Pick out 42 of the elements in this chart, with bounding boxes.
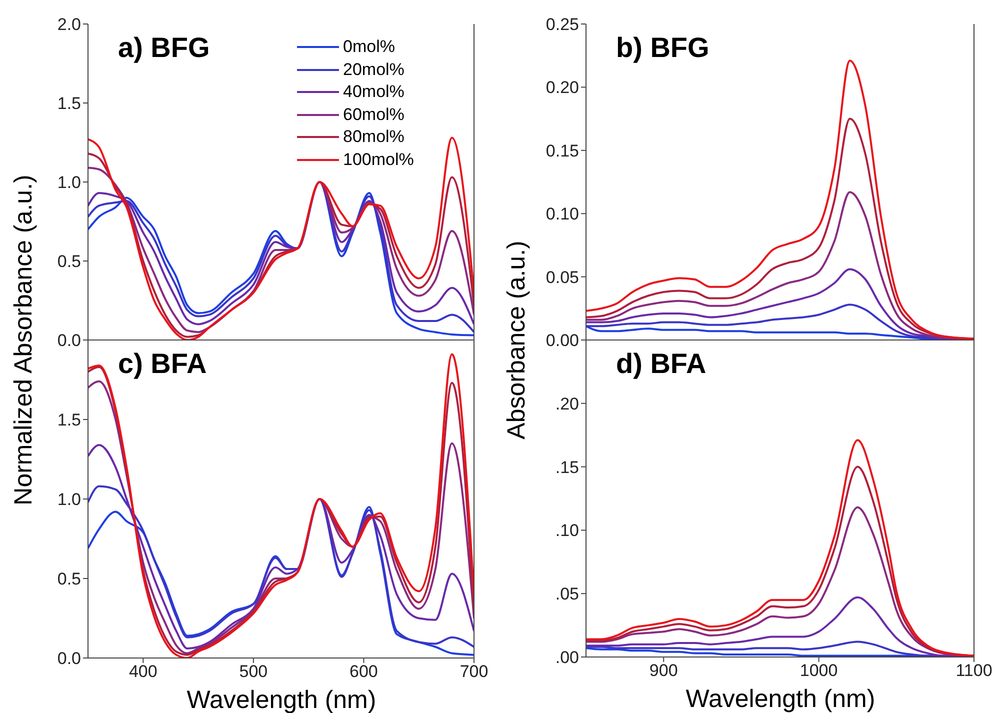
y-tick-label: 0.5 (57, 570, 81, 589)
y-tick-label: 0.00 (546, 331, 579, 350)
x-tick-label: 700 (460, 662, 488, 682)
y-tick-label: 0.0 (57, 331, 81, 350)
legend-label: 60mol% (343, 104, 404, 125)
y-tick-label: .00 (555, 648, 579, 668)
y-tick-label: 1.5 (57, 94, 81, 114)
x-tick-label: 400 (128, 662, 158, 682)
y-tick-label: .20 (555, 394, 579, 414)
x-tick-label: 500 (239, 662, 268, 682)
legend-label: 40mol% (343, 82, 404, 102)
x-tick-label: 900 (649, 661, 678, 680)
y-tick-label: 0.05 (546, 268, 579, 287)
x-axis-title: Wavelength (nm) (186, 686, 376, 713)
legend-label: 20mol% (343, 60, 404, 80)
x-tick-label: 1100 (956, 661, 992, 680)
y-tick-label: 0.0 (57, 649, 81, 668)
y-tick-label: .15 (555, 458, 579, 477)
y-axis-title: Absorbance (a.u.) (502, 240, 532, 440)
y-tick-label: 0.15 (546, 141, 579, 160)
y-tick-label: 0.25 (546, 15, 579, 34)
chart-title: b) BFG (616, 32, 710, 64)
y-tick-label: .05 (555, 584, 579, 604)
line-series (88, 444, 474, 650)
legend-label: 80mol% (343, 127, 404, 148)
y-tick-label: 0.5 (57, 252, 81, 272)
chart-title: d) BFA (616, 348, 706, 380)
y-axis-title: Normalized Absorbance (a.u.) (10, 174, 38, 506)
legend-label: 100mol% (343, 150, 414, 170)
chart-title: a) BFG (118, 32, 210, 64)
y-tick-label: .10 (555, 521, 579, 540)
y-tick-label: 1.5 (57, 410, 81, 430)
y-tick-label: 1.0 (57, 490, 81, 510)
chart-title: c) BFA (118, 348, 207, 380)
y-tick-label: 0.10 (546, 204, 579, 224)
legend-label: 0mol% (343, 37, 395, 58)
x-axis-title: Wavelength (nm) (686, 685, 876, 713)
y-tick-label: 1.0 (57, 173, 81, 192)
x-tick-label: 1000 (800, 661, 838, 680)
y-tick-label: 0.20 (546, 78, 579, 98)
x-tick-label: 600 (350, 662, 378, 682)
y-tick-label: 2.0 (57, 15, 81, 34)
